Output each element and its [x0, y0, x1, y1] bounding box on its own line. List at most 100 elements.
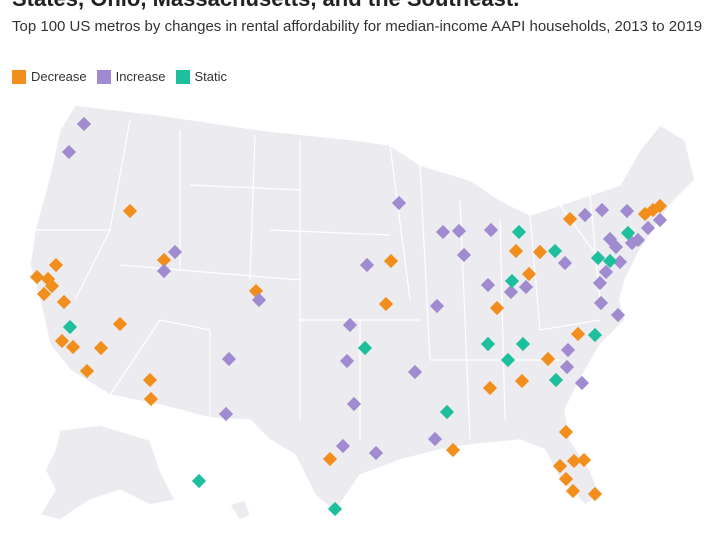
metro-marker-increase: [480, 277, 496, 293]
headline: States, Ohio, Massachusetts, and the Sou…: [12, 0, 519, 12]
state-borders: [35, 119, 601, 441]
metro-marker-increase: [339, 353, 355, 369]
metro-marker-increase: [574, 375, 590, 391]
state-border: [109, 319, 161, 396]
contiguous-us: [29, 104, 696, 514]
metro-marker-increase: [610, 307, 626, 323]
metro-marker-increase: [451, 223, 467, 239]
state-border: [74, 229, 111, 301]
metro-marker-decrease: [562, 211, 578, 227]
legend-swatch-static: [175, 69, 190, 84]
metro-marker-decrease: [142, 372, 158, 388]
metro-marker-decrease: [514, 373, 530, 389]
metro-marker-increase: [577, 207, 593, 223]
land: [29, 104, 696, 521]
metro-marker-increase: [167, 244, 183, 260]
metro-marker-increase: [594, 202, 610, 218]
legend-swatch-increase: [96, 69, 111, 84]
metro-marker-static: [62, 319, 78, 335]
metro-marker-static: [357, 340, 373, 356]
metro-marker-decrease: [482, 380, 498, 396]
metro-marker-increase: [608, 239, 624, 255]
us-map: [29, 104, 696, 521]
metro-marker-increase: [251, 292, 267, 308]
state-border: [269, 229, 391, 236]
metro-marker-increase: [456, 247, 472, 263]
state-border: [179, 269, 301, 281]
state-border: [119, 264, 181, 271]
metro-marker-decrease: [54, 333, 70, 349]
alaska: [38, 424, 177, 521]
metro-marker-decrease: [44, 278, 60, 294]
metro-marker-decrease: [143, 391, 159, 407]
metro-marker-increase: [427, 431, 443, 447]
metro-marker-decrease: [112, 316, 128, 332]
metro-marker-increase: [342, 317, 358, 333]
legend-item-decrease[interactable]: Decrease: [12, 69, 87, 84]
metro-marker-increase: [557, 255, 573, 271]
metro-marker-static: [500, 352, 516, 368]
metro-marker-increase: [593, 295, 609, 311]
metro-marker-increase: [652, 212, 668, 228]
legend-item-increase[interactable]: Increase: [96, 69, 166, 84]
metro-marker-decrease: [489, 300, 505, 316]
metro-marker-increase: [429, 298, 445, 314]
metro-marker-static: [191, 473, 207, 489]
metro-marker-static: [480, 336, 496, 352]
metro-marker-decrease: [36, 286, 52, 302]
metro-marker-increase: [407, 364, 423, 380]
metro-marker-decrease: [652, 198, 668, 214]
metro-marker-decrease: [93, 340, 109, 356]
metro-marker-static: [515, 336, 531, 352]
metro-marker-decrease: [56, 294, 72, 310]
state-border: [189, 184, 301, 191]
state-border: [539, 319, 601, 331]
metro-marker-increase: [346, 396, 362, 412]
metro-marker-decrease: [65, 339, 81, 355]
metro-marker-decrease: [48, 257, 64, 273]
metro-marker-increase: [359, 257, 375, 273]
metro-marker-increase: [592, 275, 608, 291]
metro-marker-increase: [483, 222, 499, 238]
metro-marker-increase: [640, 220, 656, 236]
subtitle: Top 100 US metros by changes in rental a…: [12, 18, 703, 35]
metro-marker-decrease: [29, 269, 45, 285]
metro-marker-decrease: [79, 363, 95, 379]
metro-marker-increase: [335, 438, 351, 454]
metro-marker-decrease: [576, 452, 592, 468]
metro-marker-increase: [435, 224, 451, 240]
metro-marker-static: [511, 224, 527, 240]
metro-markers: [29, 116, 668, 517]
metro-marker-decrease: [322, 451, 338, 467]
metro-marker-static: [590, 250, 606, 266]
metro-marker-static: [602, 253, 618, 269]
metro-marker-static: [587, 327, 603, 343]
legend-item-static[interactable]: Static: [175, 69, 228, 84]
metro-marker-decrease: [378, 296, 394, 312]
state-border: [109, 119, 131, 231]
hawaii: [229, 499, 251, 521]
metro-marker-increase: [598, 264, 614, 280]
metro-marker-static: [439, 404, 455, 420]
metro-marker-decrease: [552, 458, 568, 474]
legend-label: Decrease: [31, 69, 87, 84]
legend-label: Static: [194, 69, 228, 84]
metro-marker-increase: [391, 195, 407, 211]
metro-marker-static: [547, 243, 563, 259]
metro-marker-decrease: [445, 442, 461, 458]
metro-marker-increase: [559, 359, 575, 375]
state-border: [499, 219, 506, 421]
state-border: [559, 204, 601, 261]
legend: Decrease Increase Static: [12, 69, 227, 84]
metro-marker-increase: [612, 254, 628, 270]
metro-marker-decrease: [508, 243, 524, 259]
metro-marker-decrease: [558, 424, 574, 440]
metro-marker-increase: [218, 406, 234, 422]
metro-marker-decrease: [565, 483, 581, 499]
metro-marker-decrease: [570, 326, 586, 342]
metro-marker-decrease: [587, 486, 603, 502]
state-border: [459, 199, 471, 441]
metro-marker-increase: [518, 279, 534, 295]
metro-marker-static: [548, 372, 564, 388]
metro-marker-static: [327, 501, 343, 517]
